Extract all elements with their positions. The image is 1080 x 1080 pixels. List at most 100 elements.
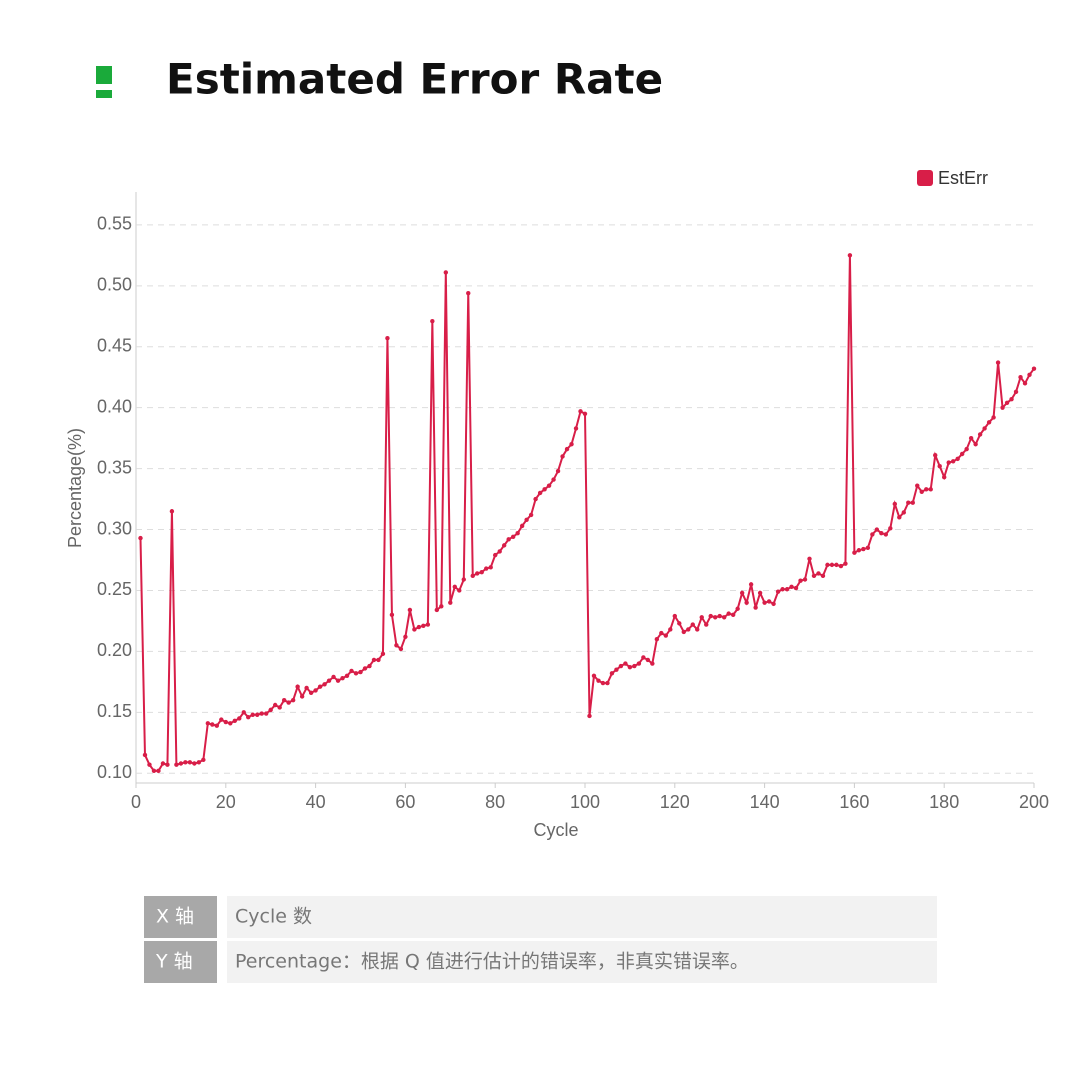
point	[753, 605, 758, 610]
point	[609, 671, 615, 676]
point	[412, 627, 417, 632]
title-icon	[96, 66, 112, 84]
point	[650, 661, 655, 666]
point	[968, 435, 974, 441]
y-tick-label: 0.30	[97, 518, 132, 538]
point	[268, 707, 273, 713]
point	[816, 571, 821, 576]
point	[950, 459, 956, 464]
point	[488, 565, 493, 570]
x-tick-label: 80	[485, 792, 505, 812]
point	[798, 578, 803, 583]
point	[735, 606, 740, 611]
point	[506, 537, 511, 542]
point	[205, 721, 211, 726]
point	[991, 415, 996, 420]
point	[892, 501, 898, 507]
point	[686, 627, 691, 632]
point	[1013, 389, 1019, 395]
point	[708, 613, 713, 619]
point	[1018, 375, 1023, 380]
point	[497, 549, 502, 554]
table-key-cell	[144, 941, 217, 983]
point	[641, 655, 646, 660]
point	[933, 453, 938, 458]
point	[281, 697, 287, 703]
point	[748, 582, 754, 587]
point	[461, 577, 466, 582]
point	[493, 552, 498, 558]
point	[537, 490, 543, 496]
point	[317, 684, 323, 689]
point	[838, 563, 844, 569]
point	[353, 671, 359, 676]
point	[389, 612, 395, 618]
y-tick-label: 0.10	[97, 762, 132, 782]
point	[942, 474, 947, 480]
point	[398, 646, 404, 652]
point	[600, 680, 606, 686]
point	[726, 611, 731, 616]
x-tick-label: 160	[839, 792, 869, 812]
y-tick-label: 0.45	[97, 336, 132, 356]
line	[139, 255, 1035, 772]
point	[421, 623, 426, 629]
point	[178, 761, 184, 766]
point	[1027, 372, 1032, 377]
x-tick-label: 100	[570, 792, 600, 812]
point	[174, 762, 179, 767]
point	[623, 661, 628, 666]
point	[380, 651, 386, 657]
point	[587, 713, 592, 719]
point	[169, 509, 175, 514]
table-value-cell	[227, 896, 937, 938]
point	[290, 697, 296, 703]
point	[510, 534, 516, 540]
point	[196, 760, 202, 765]
point	[272, 702, 278, 708]
point	[672, 613, 677, 619]
point	[192, 761, 197, 766]
x-tick-label: 60	[395, 792, 415, 812]
point	[295, 684, 300, 689]
point	[744, 600, 749, 605]
point	[762, 600, 767, 605]
point	[219, 717, 224, 722]
point	[847, 253, 853, 258]
point	[618, 663, 624, 669]
point	[358, 669, 363, 675]
point	[614, 667, 619, 672]
x-axis-label: Cycle	[533, 820, 578, 840]
point	[214, 723, 220, 728]
y-tick-label: 0.55	[97, 214, 132, 234]
point	[843, 561, 848, 566]
point	[964, 446, 969, 452]
point	[210, 722, 215, 727]
point	[322, 682, 327, 687]
point	[852, 550, 857, 555]
title: Estimated Error Rate	[166, 55, 663, 104]
point	[187, 760, 193, 765]
point	[183, 760, 188, 765]
point	[484, 566, 489, 571]
point	[928, 487, 933, 492]
point	[780, 587, 785, 592]
point	[915, 483, 920, 488]
point	[717, 613, 722, 619]
x-tick-label: 20	[216, 792, 236, 812]
point	[551, 477, 556, 482]
point	[775, 589, 781, 594]
point	[286, 700, 291, 705]
point	[376, 657, 381, 663]
point	[241, 710, 246, 715]
point	[811, 573, 817, 579]
point	[259, 711, 264, 716]
y-tick-label: 0.50	[97, 275, 132, 295]
point	[982, 426, 987, 431]
point	[367, 663, 372, 669]
point	[959, 451, 965, 457]
legend-swatch	[917, 170, 933, 186]
point	[528, 512, 534, 518]
point	[546, 483, 552, 488]
point	[385, 336, 390, 341]
